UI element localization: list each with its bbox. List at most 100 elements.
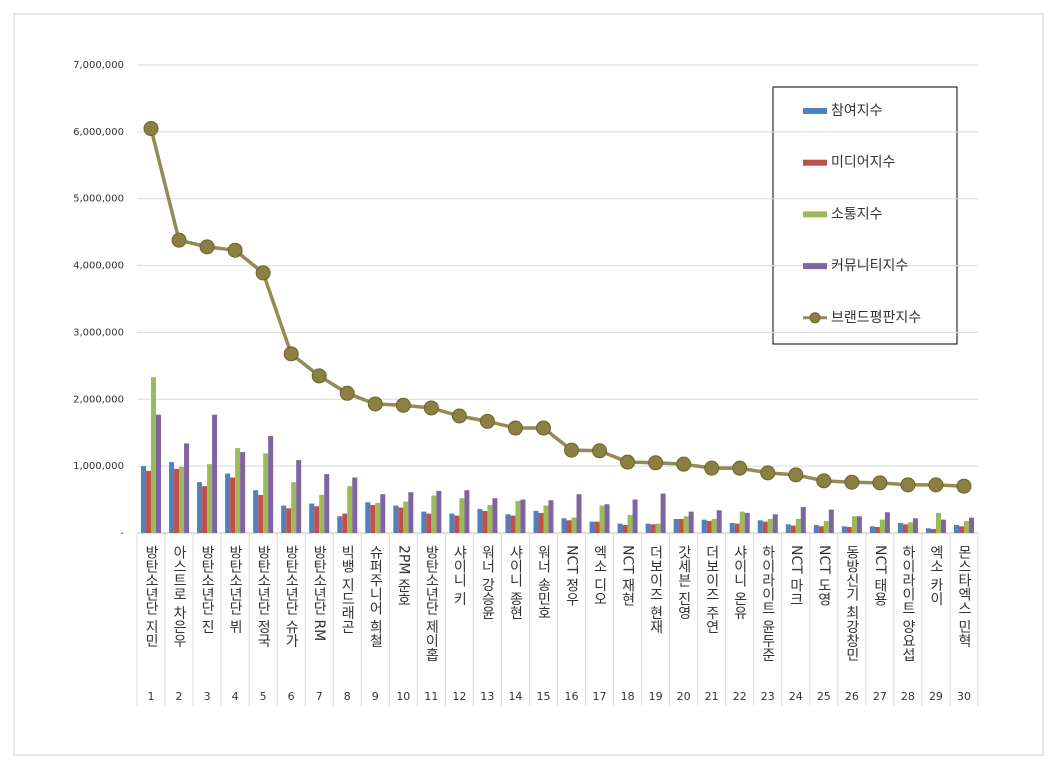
rank-label: 29	[929, 690, 943, 703]
line-marker	[872, 475, 888, 491]
line-marker	[227, 242, 243, 258]
rank-label: 19	[649, 690, 663, 703]
bar	[711, 518, 717, 533]
rank-label: 2	[176, 690, 183, 703]
x-tick-label: 샤이니 키	[451, 545, 467, 606]
rank-label: 23	[761, 690, 775, 703]
bar	[729, 522, 735, 533]
x-tick-label: 방탄소년단 RM	[311, 545, 327, 641]
line-marker	[760, 465, 776, 481]
bar	[253, 490, 259, 533]
rank-label: 28	[901, 690, 915, 703]
rank-label: 11	[424, 690, 438, 703]
rank-label: 25	[817, 690, 831, 703]
x-tick-label: 방탄소년단 지민	[143, 545, 159, 647]
rank-label: 12	[452, 690, 466, 703]
line-marker	[283, 346, 299, 362]
x-tick-label: 아스트로 차은우	[171, 545, 187, 648]
x-tick-label: 샤이니 온유	[732, 545, 748, 620]
bar	[767, 518, 773, 533]
bar	[884, 512, 890, 533]
x-tick-label: 엑소 카이	[928, 545, 944, 606]
rank-label: 22	[733, 690, 747, 703]
bar	[505, 514, 511, 533]
bar	[436, 490, 442, 533]
x-tick-label: NCT 태용	[872, 545, 888, 607]
bar	[851, 516, 857, 533]
bar	[548, 500, 554, 533]
bar	[538, 512, 544, 533]
bar	[650, 524, 656, 533]
y-tick-label: 3,000,000	[73, 327, 124, 338]
line-marker	[367, 396, 383, 412]
line-marker	[900, 477, 916, 493]
x-tick-label: 방탄소년단 슈가	[283, 545, 299, 648]
rank-label: 20	[677, 690, 691, 703]
bar	[757, 520, 763, 533]
line-marker	[423, 400, 439, 416]
bar	[492, 498, 498, 533]
bar	[823, 520, 829, 533]
bar	[655, 523, 661, 533]
rank-label: 5	[260, 690, 267, 703]
x-tick-label: 샤이니 종현	[507, 545, 523, 620]
bar	[459, 498, 465, 533]
rank-label: 8	[344, 690, 351, 703]
bar	[365, 502, 371, 533]
bar	[314, 506, 320, 533]
rank-label: 17	[593, 690, 607, 703]
bar	[739, 511, 745, 533]
bar	[337, 516, 343, 533]
line-marker	[143, 121, 159, 137]
bar	[230, 477, 236, 533]
bar	[454, 515, 460, 533]
y-tick-label: 4,000,000	[73, 261, 124, 272]
rank-label: 10	[396, 690, 410, 703]
bar	[953, 524, 959, 533]
x-tick-label: 하이라이트 윤두준	[760, 545, 776, 662]
legend-swatch	[809, 312, 821, 324]
bar	[296, 460, 302, 533]
bar	[566, 520, 572, 533]
bar	[622, 524, 628, 533]
bar	[627, 514, 633, 533]
bar	[370, 504, 376, 533]
bar	[841, 526, 847, 533]
x-tick-label: NCT 마크	[788, 545, 804, 606]
bar	[207, 464, 213, 533]
bar	[197, 482, 203, 533]
bar	[561, 518, 567, 533]
x-tick-label: NCT 정우	[564, 545, 580, 607]
bar	[174, 468, 180, 533]
bar	[604, 504, 610, 533]
bar	[225, 473, 231, 533]
x-tick-label: 동방신기 최강창민	[844, 545, 860, 661]
bar	[856, 516, 862, 533]
line-marker	[648, 455, 664, 471]
bar	[482, 510, 488, 533]
bar	[342, 513, 348, 533]
y-tick-label: 1,000,000	[73, 461, 124, 472]
x-tick-label: 하이라이트 양요섭	[900, 545, 916, 662]
line-marker	[255, 265, 271, 281]
bar	[930, 528, 936, 533]
rank-label: 21	[705, 690, 719, 703]
bar	[543, 505, 549, 533]
x-tick-label: 몬스타엑스 민혁	[956, 545, 972, 648]
line-marker	[956, 478, 972, 494]
y-tick-label: 7,000,000	[73, 60, 124, 71]
line-marker	[592, 443, 608, 459]
bar	[151, 377, 157, 533]
bar	[146, 470, 152, 533]
line-marker	[676, 456, 692, 472]
rank-label: 13	[480, 690, 494, 703]
line-marker	[732, 460, 748, 476]
bar	[594, 521, 600, 533]
line-marker	[620, 454, 636, 470]
x-tick-label: 방탄소년단 제이홉	[423, 545, 439, 662]
line-marker	[311, 368, 327, 384]
bar	[464, 490, 470, 533]
bar	[169, 462, 175, 533]
rank-label: 27	[873, 690, 887, 703]
legend-swatch	[803, 263, 827, 270]
